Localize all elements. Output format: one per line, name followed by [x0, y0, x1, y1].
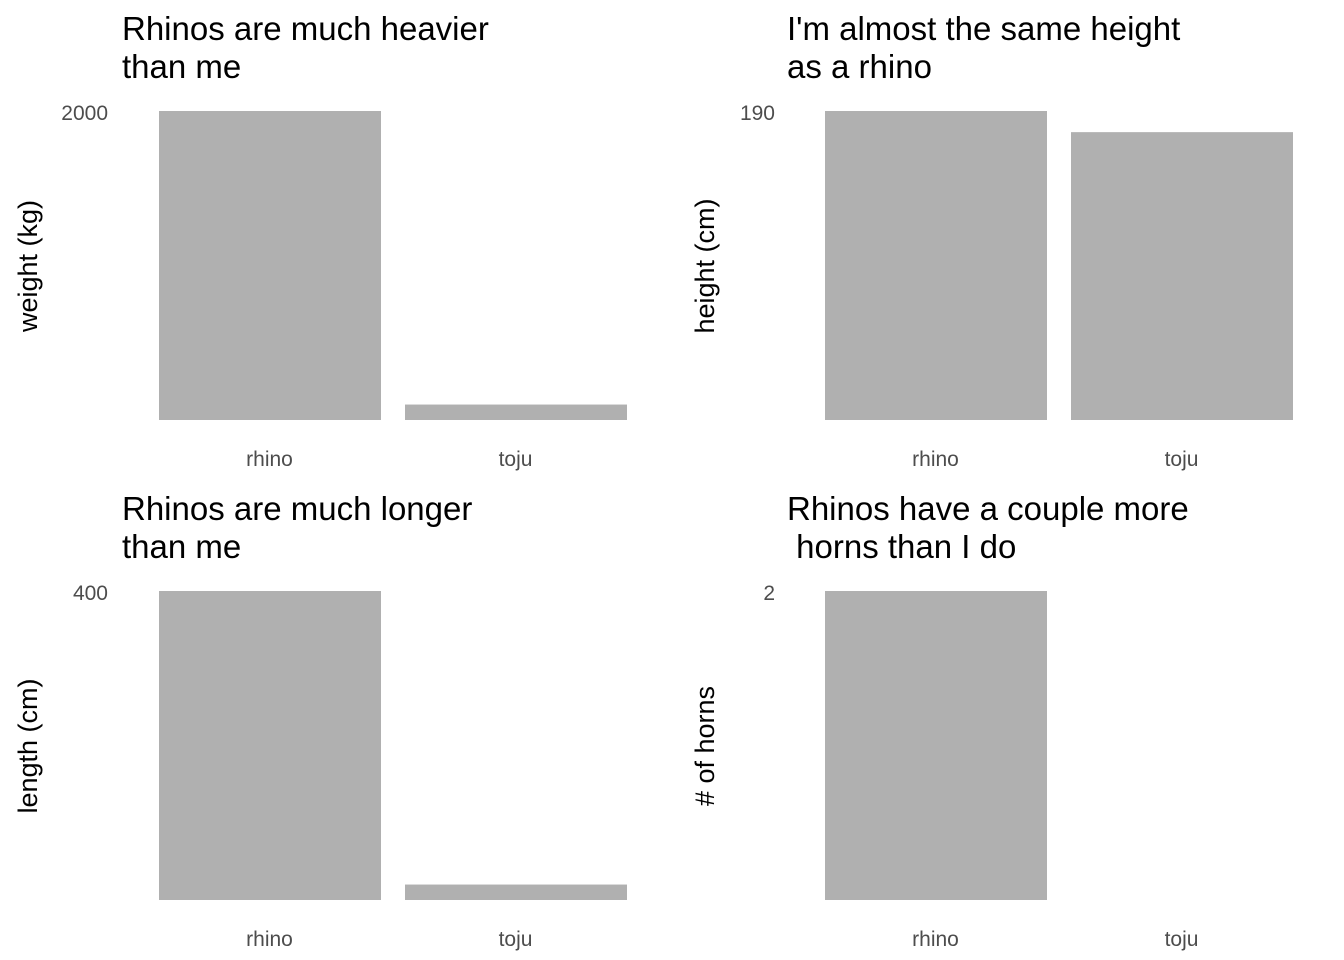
y-tick-label: 400: [73, 582, 108, 605]
y-tick-label: 190: [740, 102, 775, 125]
y-tick-label: 2: [763, 582, 775, 605]
panel-title-line-1: Rhinos have a couple more: [787, 490, 1189, 527]
y-axis-label: height (cm): [690, 198, 720, 333]
panel-weight: Rhinos are much heavier than me weight (…: [13, 10, 627, 471]
x-tick-label-rhino: rhino: [912, 448, 959, 471]
panel-length: Rhinos are much longer than me length (c…: [13, 490, 627, 951]
bar-rhino: [159, 591, 381, 900]
panel-title-line-1: Rhinos are much heavier: [122, 10, 489, 47]
y-axis-label: # of horns: [690, 686, 720, 806]
bar-rhino: [159, 111, 381, 420]
panel-title-line-2: than me: [122, 528, 241, 565]
panel-title-line-1: Rhinos are much longer: [122, 490, 472, 527]
x-tick-label-rhino: rhino: [246, 928, 293, 951]
x-tick-label-rhino: rhino: [246, 448, 293, 471]
bar-toju: [405, 404, 627, 420]
bar-toju: [1071, 132, 1293, 421]
panel-horns: Rhinos have a couple more horns than I d…: [690, 490, 1198, 951]
x-tick-label-rhino: rhino: [912, 928, 959, 951]
y-axis-label: weight (kg): [13, 200, 43, 333]
x-tick-label-toju: toju: [499, 928, 533, 951]
x-tick-label-toju: toju: [1165, 448, 1199, 471]
bar-rhino: [825, 591, 1047, 900]
x-tick-label-toju: toju: [1165, 928, 1199, 951]
panel-title-line-2: horns than I do: [787, 528, 1016, 565]
panel-height: I'm almost the same height as a rhino he…: [690, 10, 1293, 471]
y-tick-label: 2000: [61, 102, 108, 125]
panel-title-line-1: I'm almost the same height: [787, 10, 1180, 47]
panel-title-line-2: than me: [122, 48, 241, 85]
bar-toju: [405, 884, 627, 900]
y-axis-label: length (cm): [13, 678, 43, 813]
panel-title-line-2: as a rhino: [787, 48, 932, 85]
x-tick-label-toju: toju: [499, 448, 533, 471]
bar-rhino: [825, 111, 1047, 420]
